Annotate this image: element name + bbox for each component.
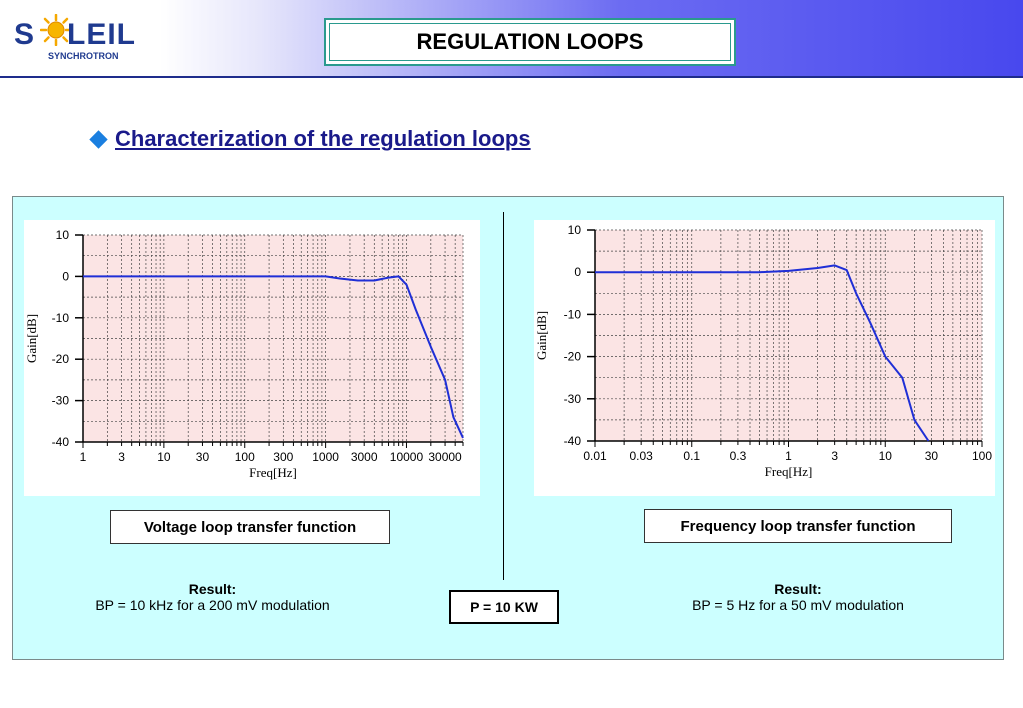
- x-tick-label: 0.03: [629, 449, 653, 463]
- sun-icon: [40, 14, 72, 46]
- frequency-loop-result: Result: BP = 5 Hz for a 50 mV modulation: [648, 581, 948, 613]
- logo-subtitle: SYNCHROTRON: [48, 51, 119, 61]
- x-tick-label: 1: [785, 449, 792, 463]
- y-tick-label: 10: [568, 223, 582, 237]
- x-tick-label: 10: [157, 450, 171, 464]
- panel-divider: [503, 212, 504, 580]
- y-tick-label: 0: [574, 265, 581, 279]
- result-text: BP = 5 Hz for a 50 mV modulation: [692, 597, 904, 613]
- chart-svg: 100-10-20-30-400.01 0.03 0.1 0.3 1 3 10 30 100Fr…: [534, 223, 992, 479]
- x-tick-label: 100: [235, 450, 255, 464]
- x-axis-label: Freq[Hz]: [249, 465, 297, 480]
- y-tick-label: -10: [52, 311, 70, 325]
- x-tick-label: 100: [972, 449, 992, 463]
- logo-text: S LEIL: [14, 18, 137, 51]
- section-subtitle: Characterization of the regulation loops: [115, 126, 531, 151]
- x-tick-label: 30: [196, 450, 210, 464]
- result-heading: Result:: [188, 581, 237, 597]
- voltage-loop-result: Result: BP = 10 kHz for a 200 mV modulat…: [50, 581, 375, 613]
- result-text: BP = 10 kHz for a 200 mV modulation: [95, 597, 330, 613]
- x-tick-label: 10: [879, 449, 893, 463]
- x-tick-label: 1: [80, 450, 87, 464]
- x-tick-label: 300: [273, 450, 293, 464]
- frequency-loop-chart: 10 0 -10 -20 -30 -40 0.01 0.03 0.1 0.3 1 3 10 30 100 Fr…: [534, 220, 995, 496]
- y-tick-label: -20: [52, 352, 70, 366]
- gain-curve: [83, 275, 464, 439]
- frequency-loop-caption: Frequency loop transfer function: [644, 509, 952, 543]
- x-tick-label: 30: [925, 449, 939, 463]
- y-tick-label: -40: [52, 435, 70, 449]
- x-tick-label: 0.01: [583, 449, 607, 463]
- result-heading: Result:: [774, 581, 822, 597]
- y-tick-label: -30: [564, 392, 582, 406]
- y-tick-label: -40: [564, 434, 582, 448]
- header-rule: [0, 76, 1023, 78]
- voltage-loop-chart: 10 0 -10 -20 -30 -40 1 3 10 30 100 300 1000 3000 10000…: [24, 220, 480, 496]
- logo-text-rest: LEIL: [67, 18, 137, 51]
- x-tick-label: 0.3: [730, 449, 747, 463]
- x-tick-label: 3000: [351, 450, 378, 464]
- voltage-loop-caption: Voltage loop transfer function: [110, 510, 390, 544]
- y-axis-label: Gain[dB]: [24, 314, 39, 363]
- x-tick-label: 0.1: [683, 449, 700, 463]
- x-tick-label: 3: [831, 449, 838, 463]
- soleil-logo: S LEIL SYNCHROTRON: [14, 10, 154, 66]
- x-tick-label: 30000: [428, 450, 462, 464]
- diamond-bullet-icon: [89, 129, 108, 149]
- x-tick-label: 3: [118, 450, 125, 464]
- x-axis-label: Freq[Hz]: [765, 464, 813, 479]
- y-axis-label: Gain[dB]: [534, 311, 549, 360]
- y-tick-label: -10: [564, 307, 582, 321]
- gain-curve: [595, 264, 930, 442]
- x-tick-label: 10000: [390, 450, 424, 464]
- y-tick-label: 10: [56, 228, 70, 242]
- x-tick-label: 1000: [312, 450, 339, 464]
- y-tick-label: -30: [52, 394, 70, 408]
- chart-svg: 100-10-20-30-401 3 10 30 100 300 1000 3000 10000…: [24, 228, 464, 480]
- y-tick-label: 0: [62, 269, 69, 283]
- section-heading: Characterization of the regulation loops: [89, 126, 531, 152]
- y-tick-label: -20: [564, 350, 582, 364]
- power-label: P = 10 KW: [449, 590, 559, 624]
- title-box: REGULATION LOOPS: [324, 18, 736, 66]
- page-title: REGULATION LOOPS: [329, 23, 731, 61]
